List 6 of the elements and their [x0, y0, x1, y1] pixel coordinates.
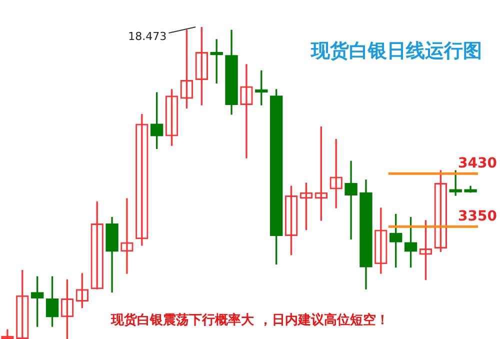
annotation: 3350: [458, 208, 498, 224]
annotation: 18.473: [128, 30, 167, 43]
annotation: 3430: [458, 155, 498, 172]
text: 现货白银日线运行图: [311, 39, 482, 64]
annotation: 现货白银震荡下行概率大 ，日内建议高位短空！: [110, 312, 390, 329]
candlestick: [344, 160, 358, 240]
